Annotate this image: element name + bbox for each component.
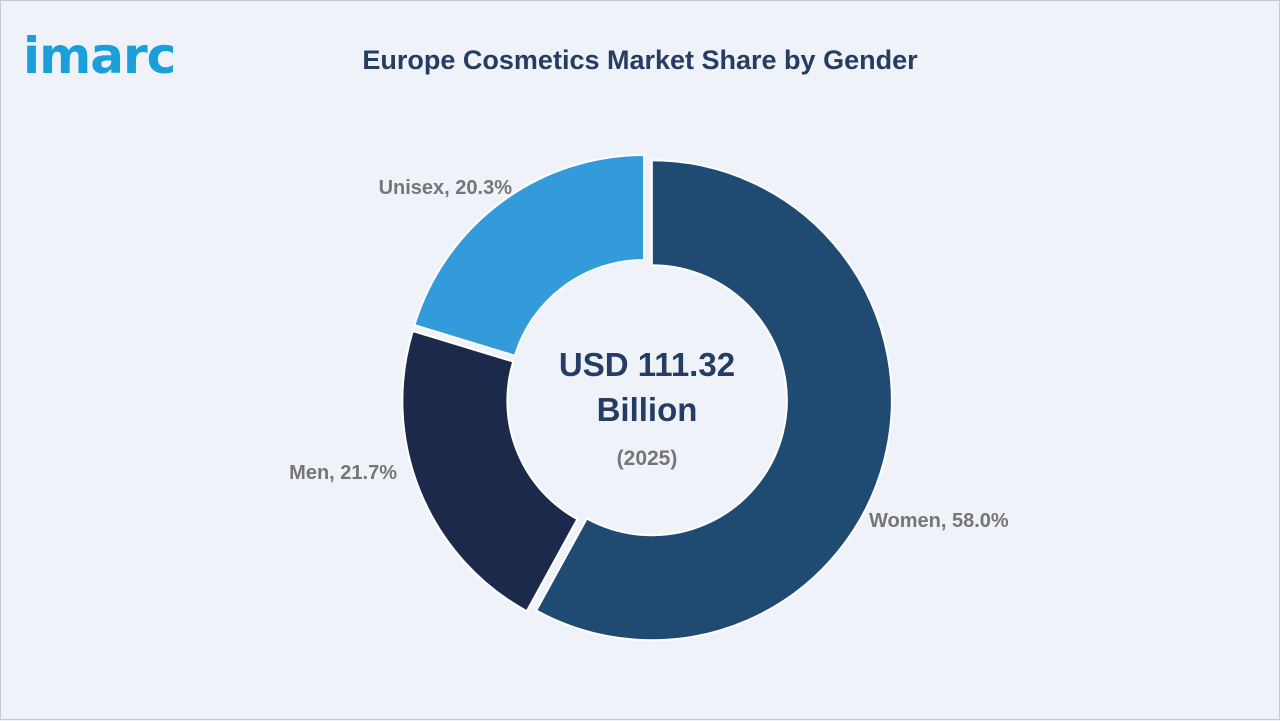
label-men: Men, 21.7% xyxy=(289,462,397,484)
center-year: (2025) xyxy=(617,447,678,470)
slice-men xyxy=(401,329,579,613)
slices-group xyxy=(401,153,893,642)
label-women: Women, 58.0% xyxy=(869,510,1009,532)
labels-group: Women, 58.0% Men, 21.7% Unisex, 20.3% xyxy=(289,177,1009,532)
slice-unisex xyxy=(413,153,646,357)
chart-title: Europe Cosmetics Market Share by Gender xyxy=(362,45,918,75)
slice-women xyxy=(534,159,893,642)
center-value-line-2: Billion xyxy=(597,391,698,428)
logo-text: imarc xyxy=(23,27,175,85)
imarc-logo: imarc xyxy=(23,27,176,85)
label-unisex: Unisex, 20.3% xyxy=(379,177,513,199)
center-value-line-1: USD 111.32 xyxy=(559,346,735,383)
